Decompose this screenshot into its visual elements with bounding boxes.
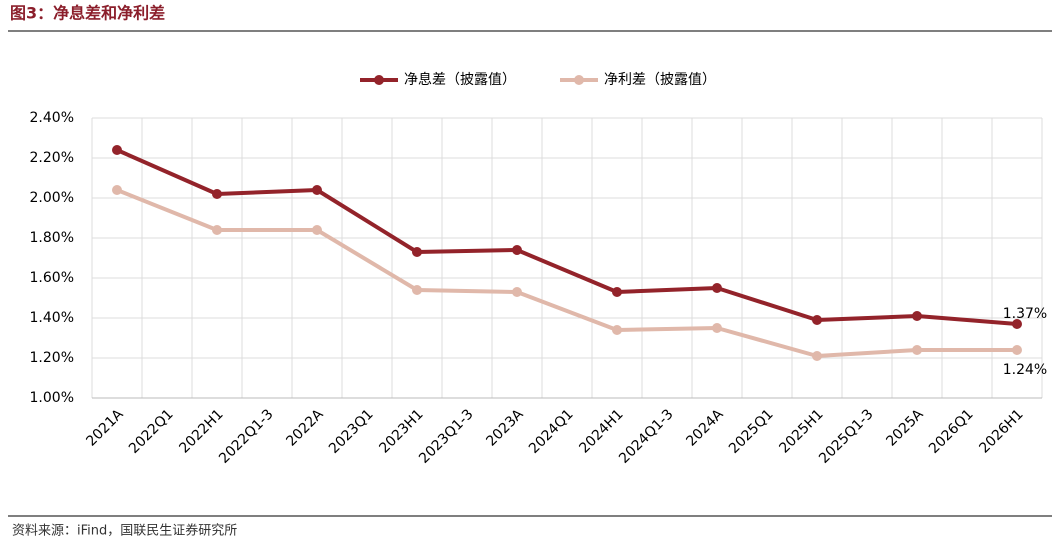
- point: [612, 287, 622, 297]
- x-tick-label: 2023Q1-3: [416, 406, 476, 466]
- point: [412, 285, 422, 295]
- point: [912, 345, 922, 355]
- y-tick-label: 1.60%: [30, 270, 74, 286]
- line-segment: [515, 248, 619, 294]
- y-tick-label: 1.40%: [30, 310, 74, 326]
- x-tick-label: 2024Q1: [526, 406, 577, 457]
- line-segment: [515, 290, 619, 332]
- legend-label: 净利差（披露值）: [604, 72, 716, 88]
- line-segment: [715, 326, 819, 358]
- line-segment: [815, 348, 919, 358]
- line-segment: [215, 188, 319, 196]
- line-segment: [415, 288, 519, 294]
- x-tick-label: 2022Q1-3: [216, 406, 276, 466]
- line-segment: [715, 286, 819, 322]
- x-tick-label: 2023H1: [376, 406, 426, 456]
- x-tick-label: 2026H1: [976, 406, 1026, 456]
- line-segment: [815, 314, 919, 322]
- x-tick-label: 2025H1: [776, 406, 826, 456]
- line-segment: [315, 188, 419, 254]
- line-segment: [615, 326, 719, 332]
- x-tick-label: 2025Q1-3: [816, 406, 876, 466]
- y-tick-label: 1.80%: [30, 230, 74, 246]
- x-tick-label: 2024Q1-3: [616, 406, 676, 466]
- x-tick-label: 2025Q1: [726, 406, 777, 457]
- x-tick-label: 2023Q1: [326, 406, 377, 457]
- point: [1012, 345, 1022, 355]
- legend-marker: [374, 75, 384, 85]
- y-tick-label: 1.20%: [30, 350, 74, 366]
- point: [412, 247, 422, 257]
- x-tick-label: 2024H1: [576, 406, 626, 456]
- x-tick-label: 2023A: [483, 406, 527, 450]
- point: [512, 245, 522, 255]
- point: [212, 189, 222, 199]
- legend-label: 净息差（披露值）: [404, 71, 516, 88]
- line-segment: [915, 314, 1019, 326]
- line-segment: [115, 188, 219, 232]
- x-tick-label: 2024A: [683, 406, 727, 450]
- line-segment: [315, 228, 419, 292]
- source: 资料来源：iFind，国联民生证券研究所: [12, 523, 237, 539]
- point: [812, 315, 822, 325]
- point: [112, 185, 122, 195]
- y-tick-label: 2.00%: [30, 190, 74, 206]
- point: [112, 145, 122, 155]
- x-tick-label: 2025A: [883, 406, 927, 450]
- point: [212, 225, 222, 235]
- data-label: 1.37%: [1003, 306, 1047, 322]
- y-tick-label: 1.00%: [30, 390, 74, 406]
- point: [1012, 319, 1022, 329]
- point: [812, 351, 822, 361]
- data-label: 1.24%: [1003, 362, 1047, 378]
- point: [712, 283, 722, 293]
- line-segment: [615, 286, 719, 294]
- y-tick-label: 2.20%: [30, 150, 74, 166]
- point: [712, 323, 722, 333]
- y-tick-label: 2.40%: [30, 110, 74, 126]
- point: [912, 311, 922, 321]
- x-tick-label: 2021A: [83, 406, 127, 450]
- legend-marker: [574, 75, 584, 85]
- line-segment: [415, 248, 519, 254]
- point: [512, 287, 522, 297]
- x-tick-label: 2022A: [283, 406, 327, 450]
- x-tick-label: 2026Q1: [926, 406, 977, 457]
- x-tick-label: 2022H1: [176, 406, 226, 456]
- chart-title: 图3：净息差和净利差: [10, 4, 165, 23]
- x-tick-label: 2022Q1: [126, 406, 177, 457]
- line-segment: [115, 148, 219, 196]
- point: [612, 325, 622, 335]
- point: [312, 225, 322, 235]
- point: [312, 185, 322, 195]
